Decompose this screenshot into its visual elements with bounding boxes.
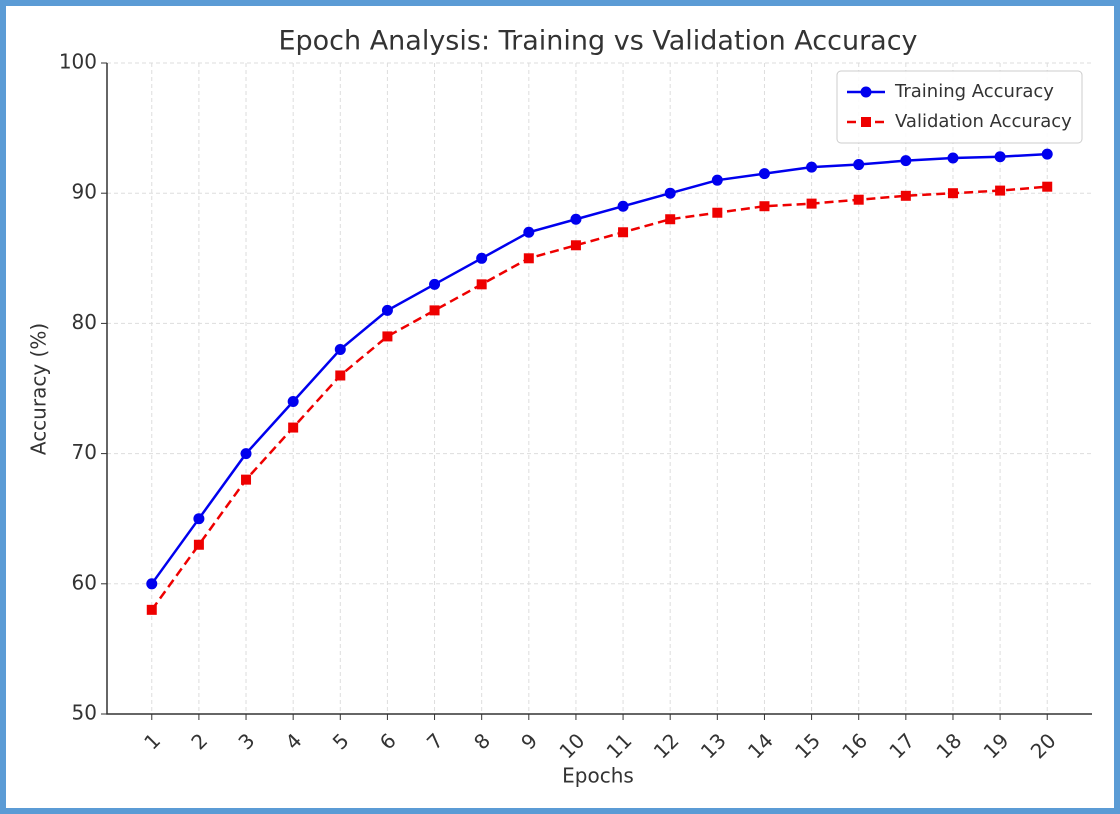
data-point — [711, 174, 723, 186]
series-line — [150, 152, 1048, 585]
data-point — [476, 252, 488, 264]
data-point — [900, 155, 912, 167]
x-tick-label: 9 — [516, 728, 542, 754]
data-point — [570, 213, 582, 225]
data-point — [618, 227, 629, 238]
data-point — [146, 578, 158, 590]
x-axis-label: Epochs — [562, 764, 634, 788]
data-point — [759, 201, 770, 212]
data-point — [806, 161, 818, 173]
data-point — [429, 305, 440, 316]
legend-box — [836, 70, 1083, 144]
data-point — [335, 370, 346, 381]
x-tick-label: 16 — [837, 728, 872, 763]
data-point — [712, 207, 723, 218]
data-point — [758, 168, 770, 180]
x-tick-label: 7 — [422, 728, 448, 754]
y-tick-label: 80 — [72, 310, 97, 334]
legend-label: Training Accuracy — [894, 81, 1054, 102]
data-point — [382, 331, 393, 342]
x-tick-label: 3 — [233, 728, 259, 754]
data-point — [287, 396, 299, 408]
data-point — [476, 279, 487, 290]
data-point — [193, 539, 204, 550]
y-tick-label: 60 — [72, 570, 97, 594]
x-tick-label: 20 — [1026, 728, 1061, 763]
x-tick-label: 17 — [884, 728, 919, 763]
x-tick-label: 15 — [790, 728, 825, 763]
data-point — [193, 513, 205, 525]
data-point — [900, 190, 911, 201]
data-point — [334, 343, 346, 355]
x-tick-label: 5 — [328, 728, 354, 754]
data-point — [288, 422, 299, 433]
x-tick-label: 12 — [649, 728, 684, 763]
x-tick-label: 10 — [554, 728, 589, 763]
data-point — [1042, 181, 1053, 192]
chart-title: Epoch Analysis: Training vs Validation A… — [278, 26, 917, 57]
y-axis-label: Accuracy (%) — [27, 323, 51, 455]
data-point — [523, 226, 535, 238]
series-line — [150, 185, 1048, 611]
x-tick-label: 4 — [281, 728, 307, 754]
data-point — [853, 194, 864, 205]
data-point — [381, 304, 393, 316]
data-point — [806, 198, 817, 209]
data-point — [664, 187, 676, 199]
data-point — [947, 152, 959, 164]
x-tick-label: 18 — [931, 728, 966, 763]
data-point — [617, 200, 629, 212]
data-point — [995, 185, 1006, 196]
data-point — [240, 448, 252, 460]
x-tick-label: 1 — [139, 728, 165, 754]
data-point — [429, 278, 441, 290]
data-point — [1041, 148, 1053, 160]
x-tick-label: 2 — [186, 728, 212, 754]
x-tick-label: 19 — [979, 728, 1014, 763]
data-point — [241, 474, 252, 485]
x-tick-label: 14 — [743, 728, 778, 763]
y-tick-label: 70 — [72, 440, 97, 464]
x-tick-label: 11 — [602, 728, 637, 763]
axis — [106, 63, 1092, 715]
x-tick-label: 13 — [696, 728, 731, 763]
data-point — [853, 159, 865, 171]
data-point — [570, 240, 581, 251]
legend-marker — [861, 117, 871, 127]
y-tick-label: 100 — [59, 50, 97, 74]
x-tick-label: 6 — [375, 728, 401, 754]
legend-label: Validation Accuracy — [895, 111, 1072, 132]
data-point — [665, 214, 676, 225]
data-point — [947, 188, 958, 199]
data-point — [523, 253, 534, 264]
data-point — [994, 151, 1006, 163]
legend-marker — [860, 86, 872, 98]
y-tick-label: 90 — [72, 180, 97, 204]
x-tick-label: 8 — [469, 728, 495, 754]
y-tick-label: 50 — [72, 701, 97, 725]
data-point — [146, 604, 157, 615]
